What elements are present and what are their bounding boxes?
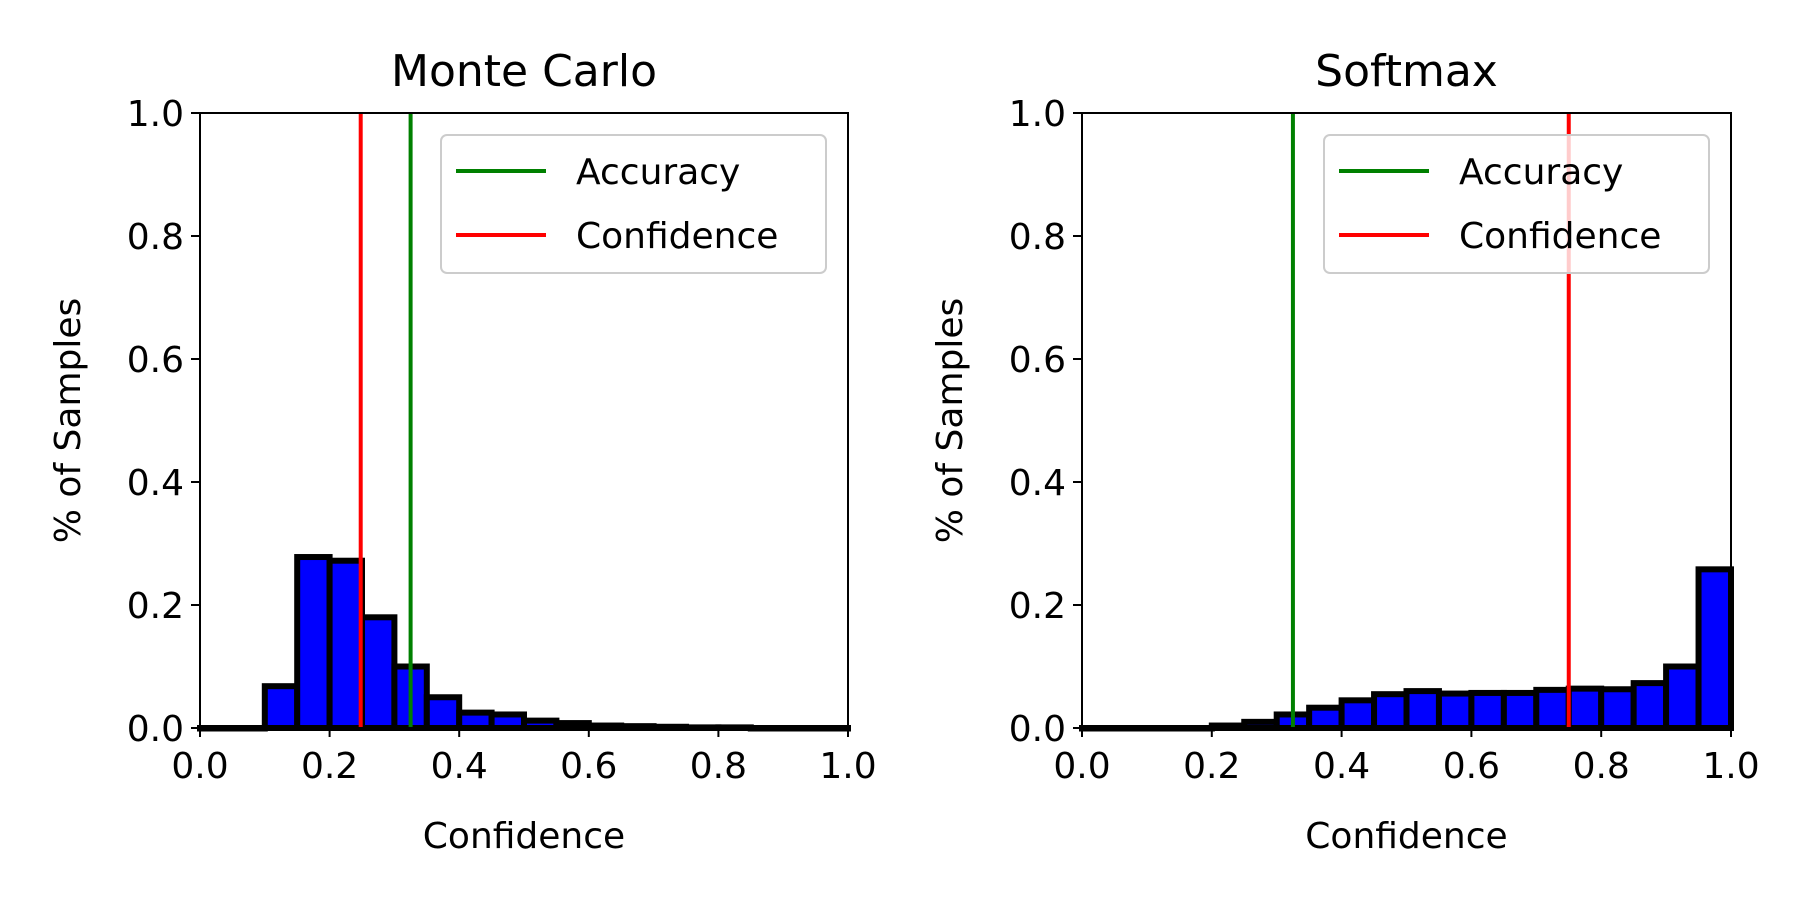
legend: Accuracy Confidence <box>1323 134 1710 274</box>
histogram-bar <box>1435 690 1475 731</box>
histogram-bar <box>1468 689 1507 732</box>
histogram-bar <box>1403 688 1442 731</box>
axes-frame <box>1081 112 1732 729</box>
histogram-bar <box>261 683 301 731</box>
y-tick-label: 0.8 <box>1009 217 1066 258</box>
y-tick-label: 0.0 <box>127 709 184 750</box>
x-tick-label: 0.4 <box>1313 746 1370 787</box>
x-tick-label: 0.2 <box>1183 746 1240 787</box>
histogram-bar <box>1533 686 1572 731</box>
axes-frame <box>199 112 849 729</box>
legend-label-confidence: Confidence <box>576 216 778 257</box>
y-tick-label: 1.0 <box>1009 94 1066 135</box>
x-tick-label: 0.6 <box>1443 746 1500 787</box>
x-tick-label: 1.0 <box>1702 746 1759 787</box>
x-tick-label: 0.8 <box>1573 746 1630 787</box>
histogram-bar <box>1371 691 1410 731</box>
y-axis-label: % of Samples <box>930 298 971 544</box>
histogram-bar <box>1598 686 1637 732</box>
legend-label-accuracy: Accuracy <box>1459 152 1623 193</box>
histogram-bar <box>294 554 333 732</box>
x-axis-label: Confidence <box>1305 816 1507 857</box>
legend-label-accuracy: Accuracy <box>576 152 740 193</box>
histogram-bars <box>1079 566 1735 732</box>
histogram-bar <box>359 614 398 731</box>
histogram-bar <box>521 717 560 731</box>
x-tick-label: 1.0 <box>819 746 876 787</box>
x-axis-label: Confidence <box>423 816 625 857</box>
chart-title: Monte Carlo <box>391 46 657 97</box>
x-tick-label: 0.4 <box>431 746 488 787</box>
x-tick-label: 0.6 <box>560 746 617 787</box>
y-axis-label: % of Samples <box>48 298 89 544</box>
y-tick-label: 0.4 <box>127 463 184 504</box>
histogram-bar <box>456 709 495 731</box>
legend-label-confidence: Confidence <box>1459 216 1661 257</box>
histogram-bar <box>326 557 366 731</box>
histogram-bar <box>1500 689 1540 732</box>
histogram-bar <box>1663 663 1702 731</box>
histogram-bar <box>1695 566 1735 732</box>
histogram-bar <box>1565 685 1605 732</box>
chart-panel-1: 0.0 0.2 0.4 0.6 0.8 1.0 0.0 0.2 0.4 0.6 0.8 1.0 Mont… <box>48 46 877 857</box>
chart-panel-2: 0.0 0.2 0.4 0.6 0.8 1.0 0.0 0.2 0.4 0.6 0.8 1.0 Soft… <box>930 46 1760 857</box>
x-tick-label: 0.2 <box>301 746 358 787</box>
y-tick-label: 0.4 <box>1009 463 1066 504</box>
y-tick-label: 0.2 <box>127 586 184 627</box>
y-tick-label: 0.0 <box>1009 709 1066 750</box>
y-tick-label: 0.8 <box>127 217 184 258</box>
histogram-bars <box>197 554 851 732</box>
histogram-bar <box>1306 704 1345 732</box>
histogram-bar <box>1338 697 1378 732</box>
y-tick-label: 0.6 <box>1009 340 1066 381</box>
legend: Accuracy Confidence <box>440 134 827 274</box>
y-tick-label: 0.2 <box>1009 586 1066 627</box>
y-tick-label: 0.6 <box>127 340 184 381</box>
histogram-bar <box>488 711 528 731</box>
x-tick-label: 0.0 <box>171 746 228 787</box>
histogram-bar <box>423 694 463 731</box>
y-tick-label: 1.0 <box>127 94 184 135</box>
histogram-bar <box>1630 680 1670 731</box>
chart-title: Softmax <box>1315 46 1498 97</box>
x-tick-label: 0.8 <box>690 746 747 787</box>
x-tick-label: 0.0 <box>1053 746 1110 787</box>
